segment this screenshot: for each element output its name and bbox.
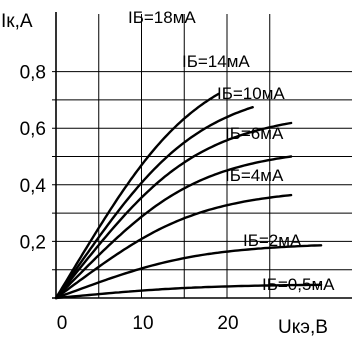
x-tick-label: 10 [132,313,153,334]
curve-label: IБ=2мА [243,231,302,250]
y-tick-label: 0,8 [20,63,46,84]
y-axis-label: Iк,А [1,11,33,32]
curve-label: IБ=0,5мА [262,275,335,294]
series-line-6 [54,283,323,300]
curve-label: IБ=14мА [182,52,250,71]
curve-label: IБ=6мА [225,124,284,143]
axes [52,12,352,299]
curve-label: IБ=4мА [225,166,284,185]
curve-label: IБ=10мА [217,84,285,103]
x-tick-label: 0 [57,313,68,334]
x-axis-label: Uкэ,В [278,317,328,338]
series-line-3 [54,155,293,300]
x-tick-label: 20 [217,313,238,334]
y-tick-label: 0,6 [20,119,46,140]
curve-label: IБ=18мА [128,8,196,27]
series-line-4 [54,193,293,300]
series-line-5 [54,244,323,300]
y-tick-label: 0,2 [20,232,46,253]
y-tick-label: 0,4 [20,176,47,197]
grid [52,14,352,298]
curves [54,92,323,300]
series-line-1 [54,106,254,300]
tick-labels: 0 10 20 0,2 0,4 0,6 0,8 [20,63,239,334]
series-line-2 [54,121,293,300]
series-line-0 [54,92,220,300]
curve-labels: IБ=18мА IБ=14мА IБ=10мА IБ=6мА IБ=4мА IБ=2мА I… [128,8,335,294]
